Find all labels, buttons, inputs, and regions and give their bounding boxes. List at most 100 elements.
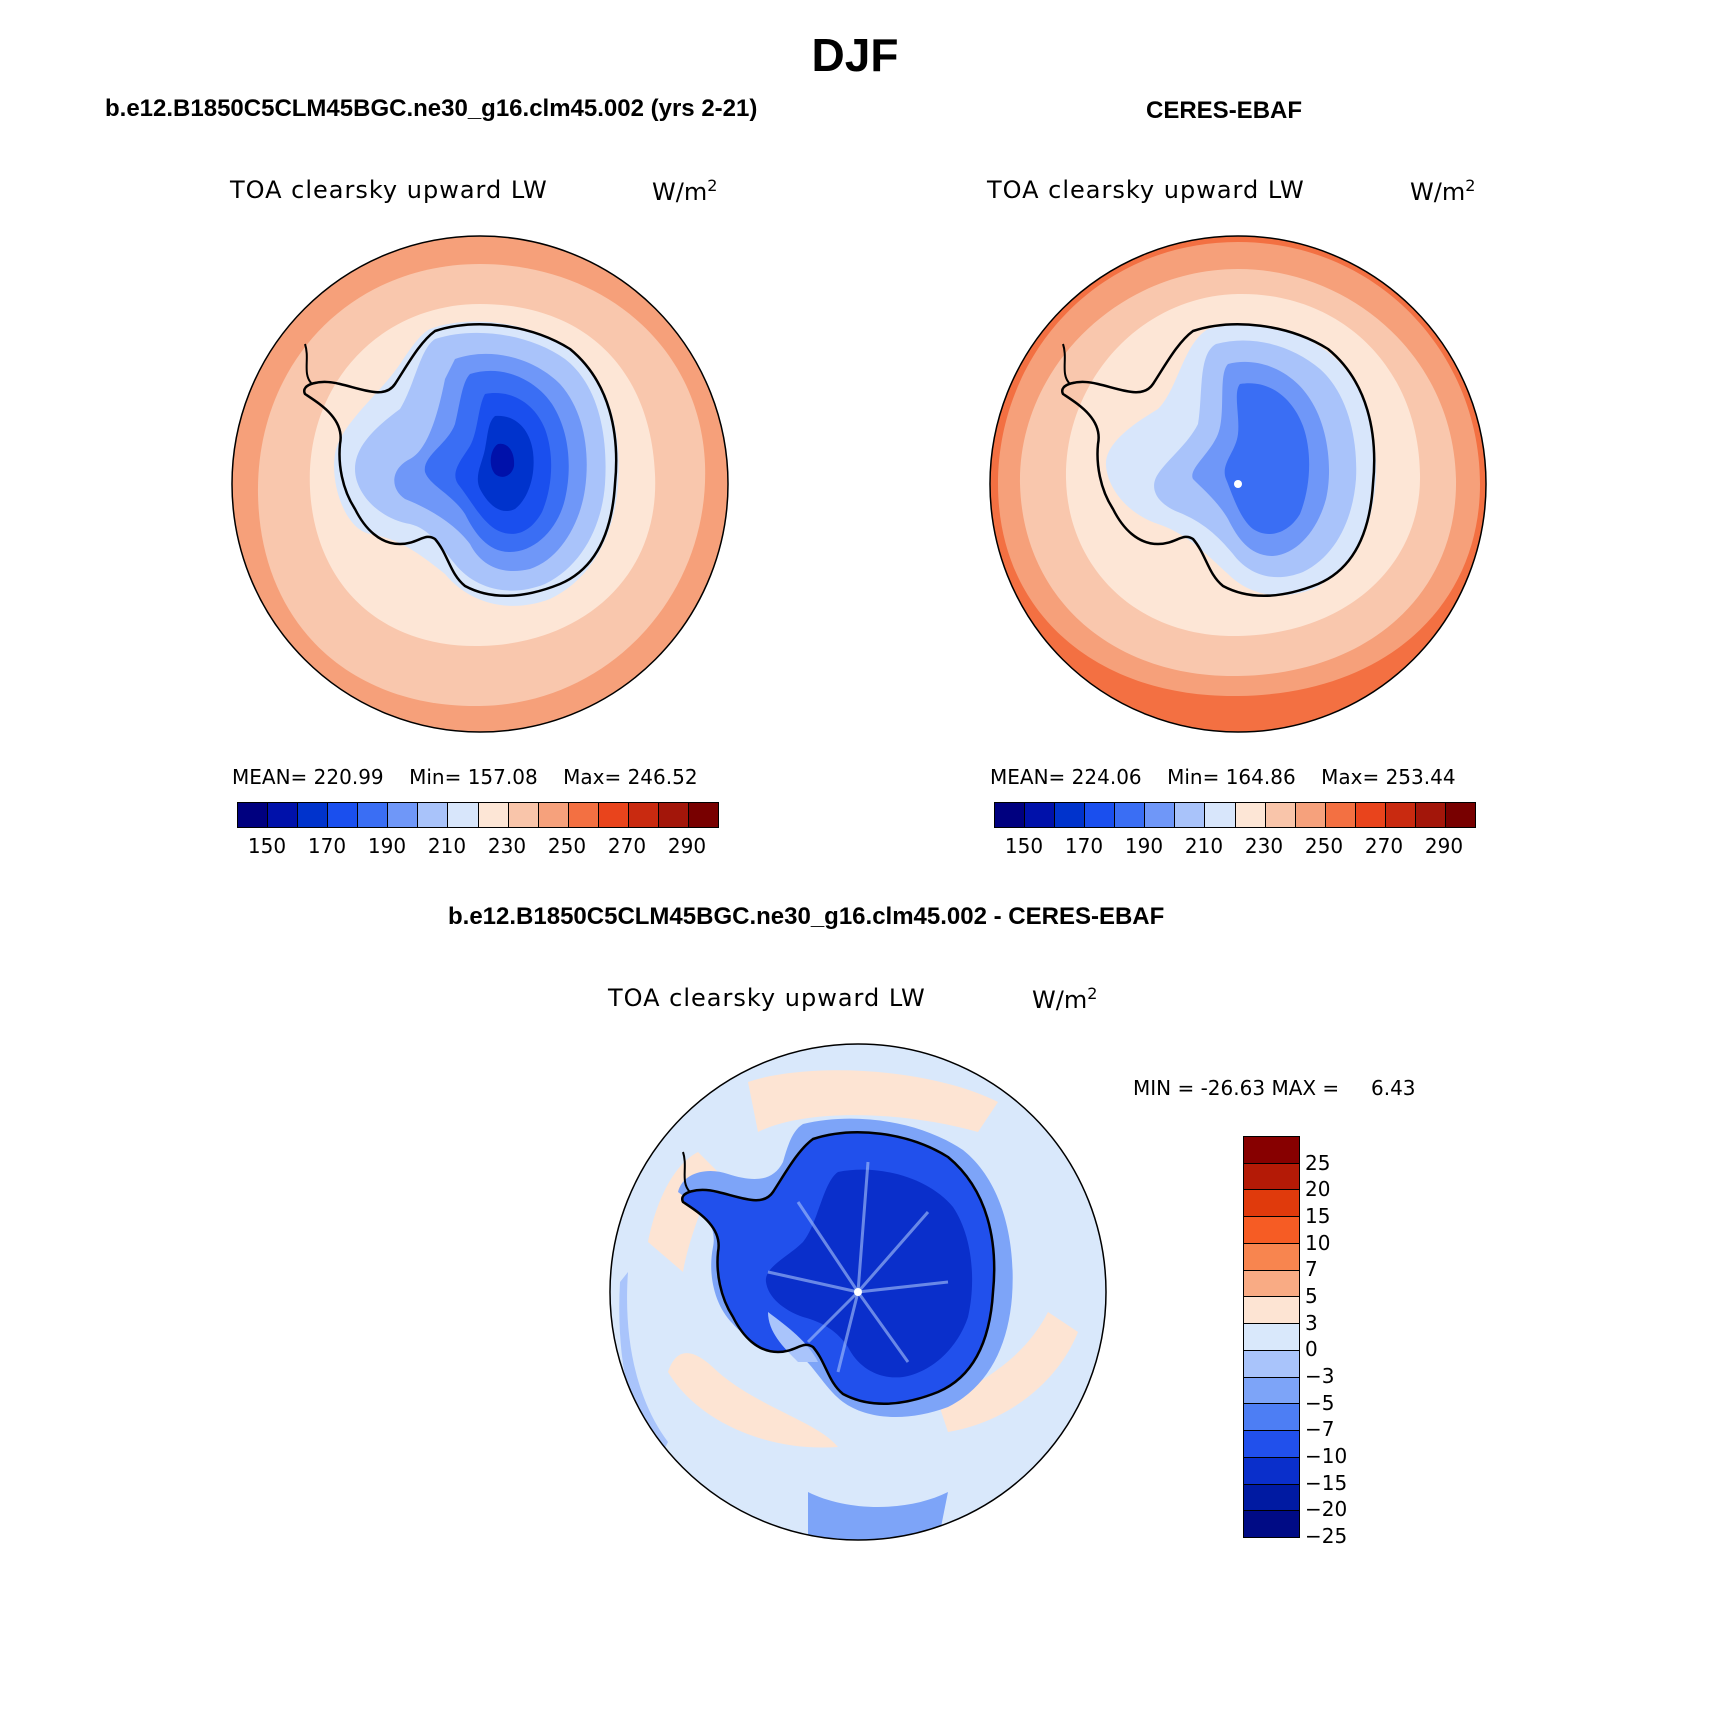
colorbar-tick-label: −5 [1305,1390,1335,1415]
colorbar-tick-label: 150 [1004,834,1044,858]
panel-2-map [989,235,1487,733]
colorbar-swatch [1244,1190,1299,1218]
colorbar-tick-label: −10 [1305,1444,1348,1468]
colorbar-tick-label: 5 [1305,1284,1318,1308]
colorbar-tick-label: 170 [1064,834,1104,858]
colorbar-swatch [1244,1270,1299,1298]
panel-2-colorbar-ticks: 150 170 190 210 230 250 270 290 [994,834,1474,860]
colorbar-tick-label: 10 [1305,1230,1331,1255]
panel-3-max-label: MAX = [1271,1076,1340,1100]
colorbar-swatch [268,803,299,827]
panel-3-units: W/m2 [1032,984,1098,1014]
panel-1-variable-label: TOA clearsky upward LW [230,176,548,204]
panel-3-max: 6.43 [1371,1076,1416,1100]
colorbar-swatch [1385,803,1416,827]
colorbar-swatch [418,803,449,827]
colorbar-tick-label: 170 [307,834,347,858]
panel-1-stats: MEAN= 220.99 Min= 157.08 Max= 246.52 [232,765,698,789]
colorbar-tick-label: 190 [367,834,407,858]
colorbar-swatch [598,803,629,827]
colorbar-swatch [1055,803,1086,827]
panel-2-max-label: Max= [1321,765,1380,789]
colorbar-tick-label: 290 [667,834,707,858]
panel-3-min: -26.63 [1200,1076,1266,1100]
panel-1-mean-label: MEAN= [232,765,308,789]
panel-1-colorbar-ticks: 150 170 190 210 230 250 270 290 [237,834,717,860]
colorbar-tick-label: −7 [1305,1417,1335,1442]
colorbar-swatch [1265,803,1296,827]
colorbar-swatch [1244,1377,1299,1405]
panel-2-mean-label: MEAN= [990,765,1066,789]
colorbar-tick-label: 7 [1305,1257,1318,1282]
colorbar-swatch [238,803,269,827]
colorbar-tick-label: 25 [1305,1150,1331,1175]
panel-2-colorbar [994,802,1476,828]
colorbar-tick-label: 0 [1305,1337,1318,1362]
colorbar-swatch [1244,1484,1299,1512]
panel-2-stats: MEAN= 224.06 Min= 164.86 Max= 253.44 [990,765,1456,789]
colorbar-swatch [1244,1137,1299,1164]
colorbar-swatch [298,803,329,827]
colorbar-tick-label: 3 [1305,1310,1318,1335]
colorbar-swatch [388,803,419,827]
colorbar-swatch [1244,1431,1299,1458]
colorbar-tick-label: −25 [1305,1524,1348,1548]
colorbar-swatch [1085,803,1116,827]
colorbar-swatch [478,803,509,827]
colorbar-swatch [1244,1511,1299,1538]
panel-2-max: 253.44 [1385,765,1456,789]
colorbar-swatch [1244,1324,1299,1351]
colorbar-tick-label: −20 [1305,1497,1348,1522]
colorbar-tick-label: 230 [1244,834,1284,858]
panel-1-colorbar [237,802,719,828]
colorbar-tick-label: −15 [1305,1470,1348,1495]
colorbar-swatch [1244,1217,1299,1244]
panel-1-max-label: Max= [563,765,622,789]
colorbar-swatch [658,803,689,827]
colorbar-swatch [508,803,539,827]
panel-3-variable-label: TOA clearsky upward LW [608,984,926,1012]
colorbar-swatch [1235,803,1266,827]
colorbar-tick-label: 20 [1305,1177,1331,1202]
colorbar-tick-label: 210 [1184,834,1224,858]
colorbar-tick-label: 250 [547,834,587,858]
colorbar-tick-label: 290 [1424,834,1464,858]
panel-1-title: b.e12.B1850C5CLM45BGC.ne30_g16.clm45.002… [105,95,758,122]
panel-2-min: 164.86 [1225,765,1296,789]
panel-1-mean: 220.99 [313,765,384,789]
panel-2-variable-label: TOA clearsky upward LW [987,176,1305,204]
colorbar-swatch [1445,803,1475,827]
panel-3-title: b.e12.B1850C5CLM45BGC.ne30_g16.clm45.002… [448,903,1165,930]
colorbar-swatch [1295,803,1326,827]
colorbar-swatch [1244,1457,1299,1485]
colorbar-swatch [448,803,479,827]
panel-2-min-label: Min= [1167,765,1220,789]
colorbar-swatch [1175,803,1206,827]
panel-1-units: W/m2 [652,176,718,206]
colorbar-swatch [1244,1163,1299,1191]
panel-1-min-label: Min= [409,765,462,789]
colorbar-tick-label: 150 [247,834,287,858]
colorbar-swatch [538,803,569,827]
colorbar-swatch [1244,1297,1299,1325]
panel-1-map [231,235,729,733]
colorbar-swatch [1205,803,1236,827]
colorbar-swatch [1355,803,1386,827]
colorbar-swatch [688,803,718,827]
colorbar-tick-label: −3 [1305,1364,1335,1388]
colorbar-tick-label: 270 [1364,834,1404,858]
colorbar-swatch [995,803,1026,827]
panel-3-stats: MIN = -26.63 MAX = 6.43 [1133,1076,1416,1100]
colorbar-swatch [1244,1404,1299,1432]
colorbar-tick-label: 15 [1305,1204,1331,1228]
panel-3-colorbar-ticks: 25 20 15 10 7 5 3 0 −3 −5 −7 −10 −15 −20 −25 [1305,1136,1385,1548]
colorbar-swatch [1244,1243,1299,1271]
colorbar-tick-label: 210 [427,834,467,858]
panel-3-colorbar [1243,1136,1300,1538]
colorbar-swatch [1415,803,1446,827]
main-title: DJF [811,29,899,81]
colorbar-swatch [1025,803,1056,827]
colorbar-swatch [328,803,359,827]
colorbar-swatch [568,803,599,827]
colorbar-tick-label: 230 [487,834,527,858]
